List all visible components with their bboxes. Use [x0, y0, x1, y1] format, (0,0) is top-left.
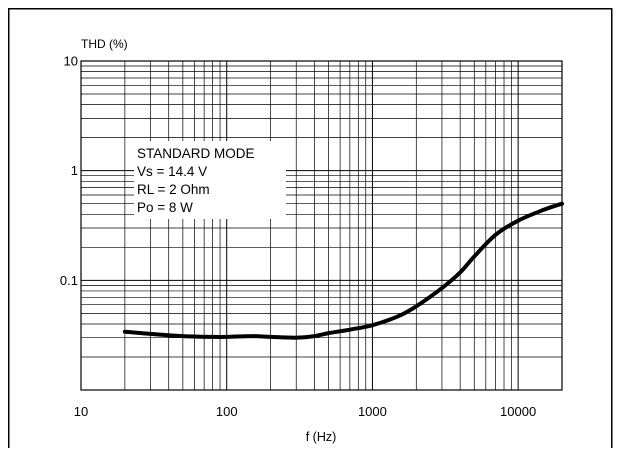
y-tick-label: 0.1: [60, 273, 78, 288]
x-tick-labels: 10 100 1000 10000: [74, 404, 536, 419]
x-tick-label: 10: [74, 404, 88, 419]
annotation-box: STANDARD MODE Vs = 14.4 V RL = 2 Ohm Po …: [134, 141, 286, 219]
annotation-line: STANDARD MODE: [137, 146, 255, 161]
annotation-line: Po = 8 W: [137, 200, 193, 215]
page-frame-top: [8, 8, 612, 10]
y-axis-label: THD (%): [81, 37, 128, 51]
page-frame-right: [611, 8, 613, 448]
y-tick-labels: 10 1 0.1: [60, 54, 78, 288]
x-axis-label: f (Hz): [306, 430, 337, 444]
x-tick-label: 1000: [358, 404, 387, 419]
annotation-line: Vs = 14.4 V: [137, 164, 207, 179]
x-tick-label: 10000: [500, 404, 536, 419]
annotation-line: RL = 2 Ohm: [137, 182, 210, 197]
x-tick-label: 100: [216, 404, 238, 419]
grid: [81, 61, 562, 390]
plot-border: [80, 60, 563, 391]
y-tick-label: 1: [71, 163, 78, 178]
page-frame-left: [8, 8, 10, 448]
annotation-background: [134, 141, 286, 219]
y-tick-label: 10: [64, 54, 78, 69]
thd-series-line: [122, 201, 564, 340]
